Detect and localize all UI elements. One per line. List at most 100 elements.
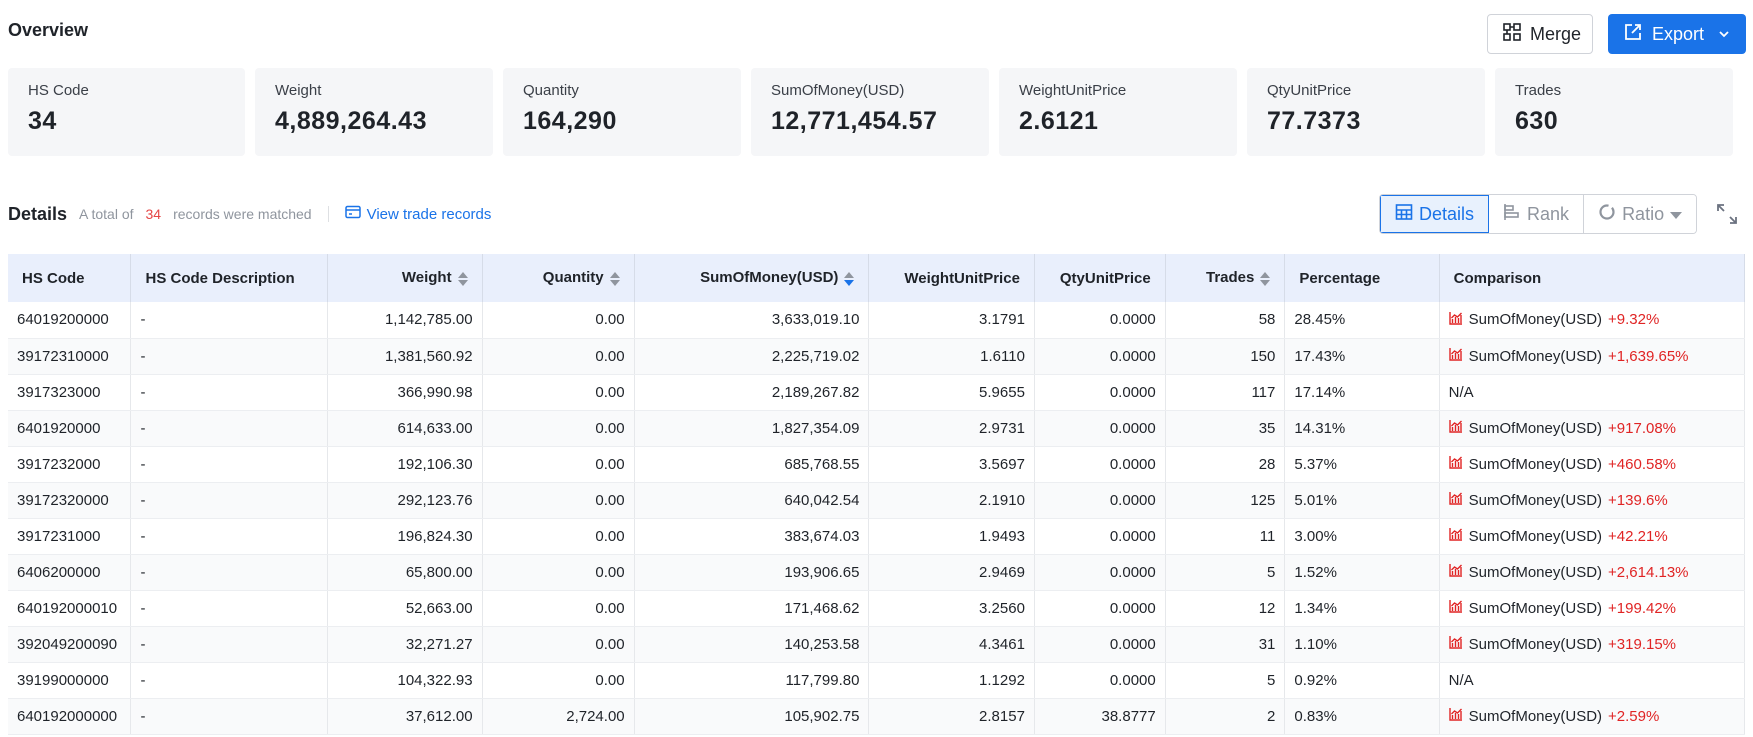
tab-rank[interactable]: Rank [1489,195,1585,233]
cell-quantity: 0.00 [482,626,635,663]
comparison-label: SumOfMoney(USD) [1468,635,1603,653]
tab-ratio[interactable]: Ratio [1584,195,1697,233]
sort-icon[interactable] [457,271,468,287]
stat-card-trades: Trades 630 [1495,68,1733,156]
trend-chart-icon [1448,563,1463,581]
table-row[interactable]: 39172320000-292,123.76 0.00 640,042.54 2.19… [8,482,1746,519]
col-qty-unit-price: QtyUnitPrice [1034,254,1166,302]
table-row[interactable]: 39199000000-104,322.93 0.00 117,799.80 1.12… [8,662,1746,699]
sort-icon[interactable] [1260,271,1271,287]
tab-details[interactable]: Details [1380,195,1490,233]
merge-icon [1502,22,1522,47]
sort-icon[interactable] [609,271,620,287]
expand-icon[interactable] [1716,203,1738,225]
cell-description: - [130,698,329,735]
cell-comparison: SumOfMoney(USD) +1,639.65% [1439,338,1746,375]
export-button[interactable]: Export [1608,14,1746,54]
cell-qty-unit-price: 0.0000 [1034,590,1166,627]
cell-description: - [130,410,329,447]
table-icon [1395,203,1413,226]
details-suffix: records were matched [173,206,312,222]
comparison-value: +319.15% [1608,635,1677,653]
col-trades[interactable]: Trades [1165,254,1286,302]
cell-trades: 11 [1165,518,1286,555]
sort-icon[interactable] [844,271,855,287]
cell-weight: 192,106.30 [327,446,483,483]
stat-label: SumOfMoney(USD) [771,82,905,99]
col-weight-unit-price: WeightUnitPrice [868,254,1035,302]
cell-quantity: 0.00 [482,554,635,591]
cell-quantity: 0.00 [482,302,635,339]
cell-weight-unit-price: 1.1292 [868,662,1035,699]
cell-weight: 1,381,560.92 [327,338,483,375]
stat-value: 34 [28,107,57,135]
cell-qty-unit-price: 0.0000 [1034,374,1166,411]
cell-quantity: 0.00 [482,518,635,555]
export-label: Export [1652,23,1705,44]
table-row[interactable]: 640192000000-37,612.00 2,724.00 105,902.75… [8,698,1746,735]
trend-chart-icon [1448,635,1463,653]
cell-quantity: 0.00 [482,590,635,627]
merge-button[interactable]: Merge [1487,14,1593,54]
trend-chart-icon [1448,311,1463,329]
cell-comparison: SumOfMoney(USD) +139.6% [1439,482,1746,519]
cell-trades: 58 [1165,302,1286,339]
trend-chart-icon [1448,527,1463,545]
col-sum-of-money[interactable]: SumOfMoney(USD) [634,254,870,302]
stat-card-quantity: Quantity 164,290 [503,68,741,156]
cell-weight-unit-price: 1.9493 [868,518,1035,555]
cell-weight-unit-price: 5.9655 [868,374,1035,411]
cell-weight-unit-price: 3.1791 [868,302,1035,339]
stat-card-weight: Weight 4,889,264.43 [255,68,493,156]
cell-comparison: SumOfMoney(USD) +917.08% [1439,410,1746,447]
comparison-label: SumOfMoney(USD) [1468,419,1603,437]
stat-value: 2.6121 [1019,107,1099,135]
comparison-label: SumOfMoney(USD) [1468,527,1603,545]
bar-rank-icon [1503,203,1521,226]
trend-chart-icon [1448,419,1463,437]
stat-label: QtyUnitPrice [1267,82,1352,99]
tab-rank-label: Rank [1527,203,1570,224]
cell-quantity: 0.00 [482,446,635,483]
col-hs-code-description: HS Code Description [130,254,329,302]
cell-weight-unit-price: 4.3461 [868,626,1035,663]
comparison-value: +917.08% [1608,419,1677,437]
comparison-label: N/A [1448,671,1474,689]
cell-sum-of-money: 3,633,019.10 [634,302,870,339]
cell-description: - [130,374,329,411]
tab-details-label: Details [1419,203,1475,224]
view-trade-records-link[interactable]: View trade records [344,205,491,223]
col-weight[interactable]: Weight [327,254,483,302]
table-row[interactable]: 392049200090-32,271.27 0.00 140,253.58 4.34… [8,626,1746,663]
stat-card-hs-code: HS Code 34 [8,68,245,156]
cell-description: - [130,554,329,591]
col-quantity[interactable]: Quantity [482,254,635,302]
table-row[interactable]: 3917232000-192,106.30 0.00 685,768.55 3.569… [8,446,1746,483]
stat-value: 4,889,264.43 [275,107,427,135]
cell-description: - [130,302,329,339]
cell-qty-unit-price: 0.0000 [1034,554,1166,591]
cell-percentage: 14.31% [1284,410,1440,447]
comparison-value: +1,639.65% [1608,347,1689,365]
cell-percentage: 1.52% [1284,554,1440,591]
table-row[interactable]: 6401920000-614,633.00 0.00 1,827,354.09 2.9… [8,410,1746,447]
cell-percentage: 1.34% [1284,590,1440,627]
table-row[interactable]: 6406200000-65,800.00 0.00 193,906.65 2.9469… [8,554,1746,591]
table-row[interactable]: 3917323000-366,990.98 0.00 2,189,267.82 5.9… [8,374,1746,411]
table-row[interactable]: 64019200000-1,142,785.00 0.00 3,633,019.10… [8,302,1746,339]
cell-weight: 614,633.00 [327,410,483,447]
table-row[interactable]: 3917231000-196,824.30 0.00 383,674.03 1.949… [8,518,1746,555]
table-row[interactable]: 640192000010-52,663.00 0.00 171,468.62 3.25… [8,590,1746,627]
comparison-value: +199.42% [1608,599,1677,617]
cell-sum-of-money: 383,674.03 [634,518,870,555]
trend-chart-icon [1448,455,1463,473]
stat-label: HS Code [28,82,89,99]
cell-weight-unit-price: 2.1910 [868,482,1035,519]
cell-comparison: SumOfMoney(USD) +42.21% [1439,518,1746,555]
table-row[interactable]: 39172310000-1,381,560.92 0.00 2,225,719.02… [8,338,1746,375]
comparison-value: +2,614.13% [1608,563,1689,581]
cell-hs-code: 6406200000 [8,554,132,591]
col-comparison: Comparison [1439,254,1746,302]
details-header: Details A total of 34 records were match… [8,202,528,226]
trend-chart-icon [1448,347,1463,365]
